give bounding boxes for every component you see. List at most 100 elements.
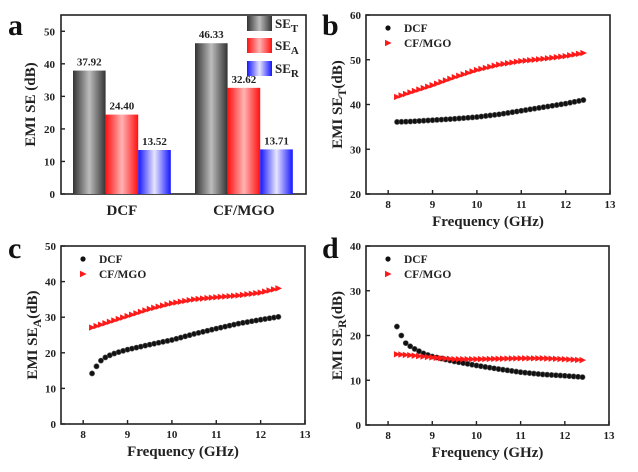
data-point [562, 52, 570, 60]
legend-swatch-ser [247, 61, 272, 76]
data-point [402, 90, 410, 98]
data-point [270, 286, 278, 293]
y-tick-label: 40 [45, 277, 57, 289]
data-point [244, 291, 251, 298]
data-point [266, 287, 274, 294]
series-dcf [89, 313, 282, 377]
x-tick-label: 8 [385, 199, 391, 211]
data-point [420, 84, 428, 92]
y-tick-label: 0 [51, 419, 57, 431]
legend-swatch-sea [247, 38, 272, 53]
data-point [526, 355, 534, 362]
legend-marker-dcf [385, 25, 391, 31]
data-point [433, 80, 441, 87]
data-point [544, 355, 551, 362]
data-point [429, 82, 437, 89]
data-point [106, 318, 114, 326]
y-tick-label: 50 [44, 26, 56, 38]
data-point [508, 355, 516, 362]
data-point [491, 355, 498, 363]
data-point [509, 59, 516, 66]
data-point [124, 312, 132, 320]
data-point [517, 355, 525, 362]
series-cf-mgo [393, 351, 587, 364]
data-point [160, 302, 167, 309]
series-cf-mgo [89, 285, 282, 331]
legend-marker-cf-mgo [385, 270, 392, 278]
data-point [566, 356, 573, 363]
data-point [557, 355, 564, 363]
data-point [164, 301, 172, 308]
data-point [544, 55, 552, 62]
legend-marker-cf-mgo [385, 39, 392, 47]
x-tick-label: 11 [211, 429, 221, 441]
data-point [540, 55, 548, 63]
data-point [478, 65, 485, 73]
data-point [248, 290, 256, 297]
x-axis-title: Frequency (GHz) [432, 214, 544, 230]
bar-cf-mgo-set [195, 43, 228, 195]
data-point [239, 291, 247, 299]
bar-value-label: 32.62 [232, 74, 257, 86]
data-point [398, 92, 406, 99]
data-point [151, 304, 158, 312]
bar-dcf-sea [105, 114, 139, 194]
data-point [455, 356, 463, 363]
data-point [575, 50, 583, 58]
x-tick-label: 13 [605, 199, 617, 211]
data-point [473, 356, 481, 363]
data-point [425, 83, 432, 90]
data-point [424, 353, 432, 361]
data-point [531, 56, 539, 63]
x-tick-label: 8 [385, 430, 391, 442]
y-tick-label: 30 [350, 286, 362, 298]
bar-value-label: 13.52 [142, 136, 167, 148]
data-point [451, 74, 459, 81]
data-point [186, 296, 194, 304]
panel-letter-d: d [322, 232, 339, 265]
y-tick-label: 50 [350, 55, 362, 67]
data-point [402, 351, 410, 359]
y-tick-label: 10 [350, 375, 362, 387]
data-point [394, 323, 400, 330]
panel-letter-a: a [8, 9, 23, 42]
data-point [552, 355, 560, 363]
data-point [429, 354, 436, 361]
y-tick-label: 20 [45, 348, 57, 360]
data-point [142, 307, 149, 314]
x-axis-title: Frequency (GHz) [432, 445, 544, 461]
x-tick-label: 11 [516, 199, 526, 211]
y-tick-label: 30 [350, 144, 362, 156]
data-point [486, 355, 494, 363]
data-point [496, 61, 503, 68]
data-point [115, 315, 123, 323]
y-tick-label: 0 [356, 420, 362, 432]
data-point [402, 340, 409, 347]
data-point [275, 285, 282, 292]
y-tick-label: 50 [45, 241, 57, 253]
y-tick-label: 20 [350, 331, 362, 343]
data-point [111, 317, 118, 324]
legend-marker-dcf [80, 256, 86, 262]
y-tick-label: 30 [45, 312, 57, 324]
data-point [398, 351, 405, 358]
x-tick-label: 13 [604, 430, 616, 442]
y-tick-label: 20 [44, 124, 56, 136]
data-point [195, 295, 203, 303]
data-point [204, 294, 211, 302]
bar-cf-mgo-sea [227, 87, 261, 194]
x-axis-title: Frequency (GHz) [127, 444, 239, 460]
data-point [222, 293, 229, 300]
data-point [571, 51, 579, 58]
plot-frame [60, 245, 306, 425]
plot-frame [60, 14, 307, 195]
x-tick-label: 9 [430, 199, 436, 211]
panel-d-scatter-chart: 0 10 20 30 40 8 9 10 11 12 13 Frequency (GHz) EMI SE… [330, 241, 615, 461]
data-point [411, 87, 419, 95]
data-point [482, 64, 490, 72]
data-point [580, 49, 587, 57]
data-point [411, 352, 419, 359]
data-point [133, 310, 141, 317]
data-point [456, 72, 463, 79]
y-tick-label: 20 [350, 189, 362, 201]
